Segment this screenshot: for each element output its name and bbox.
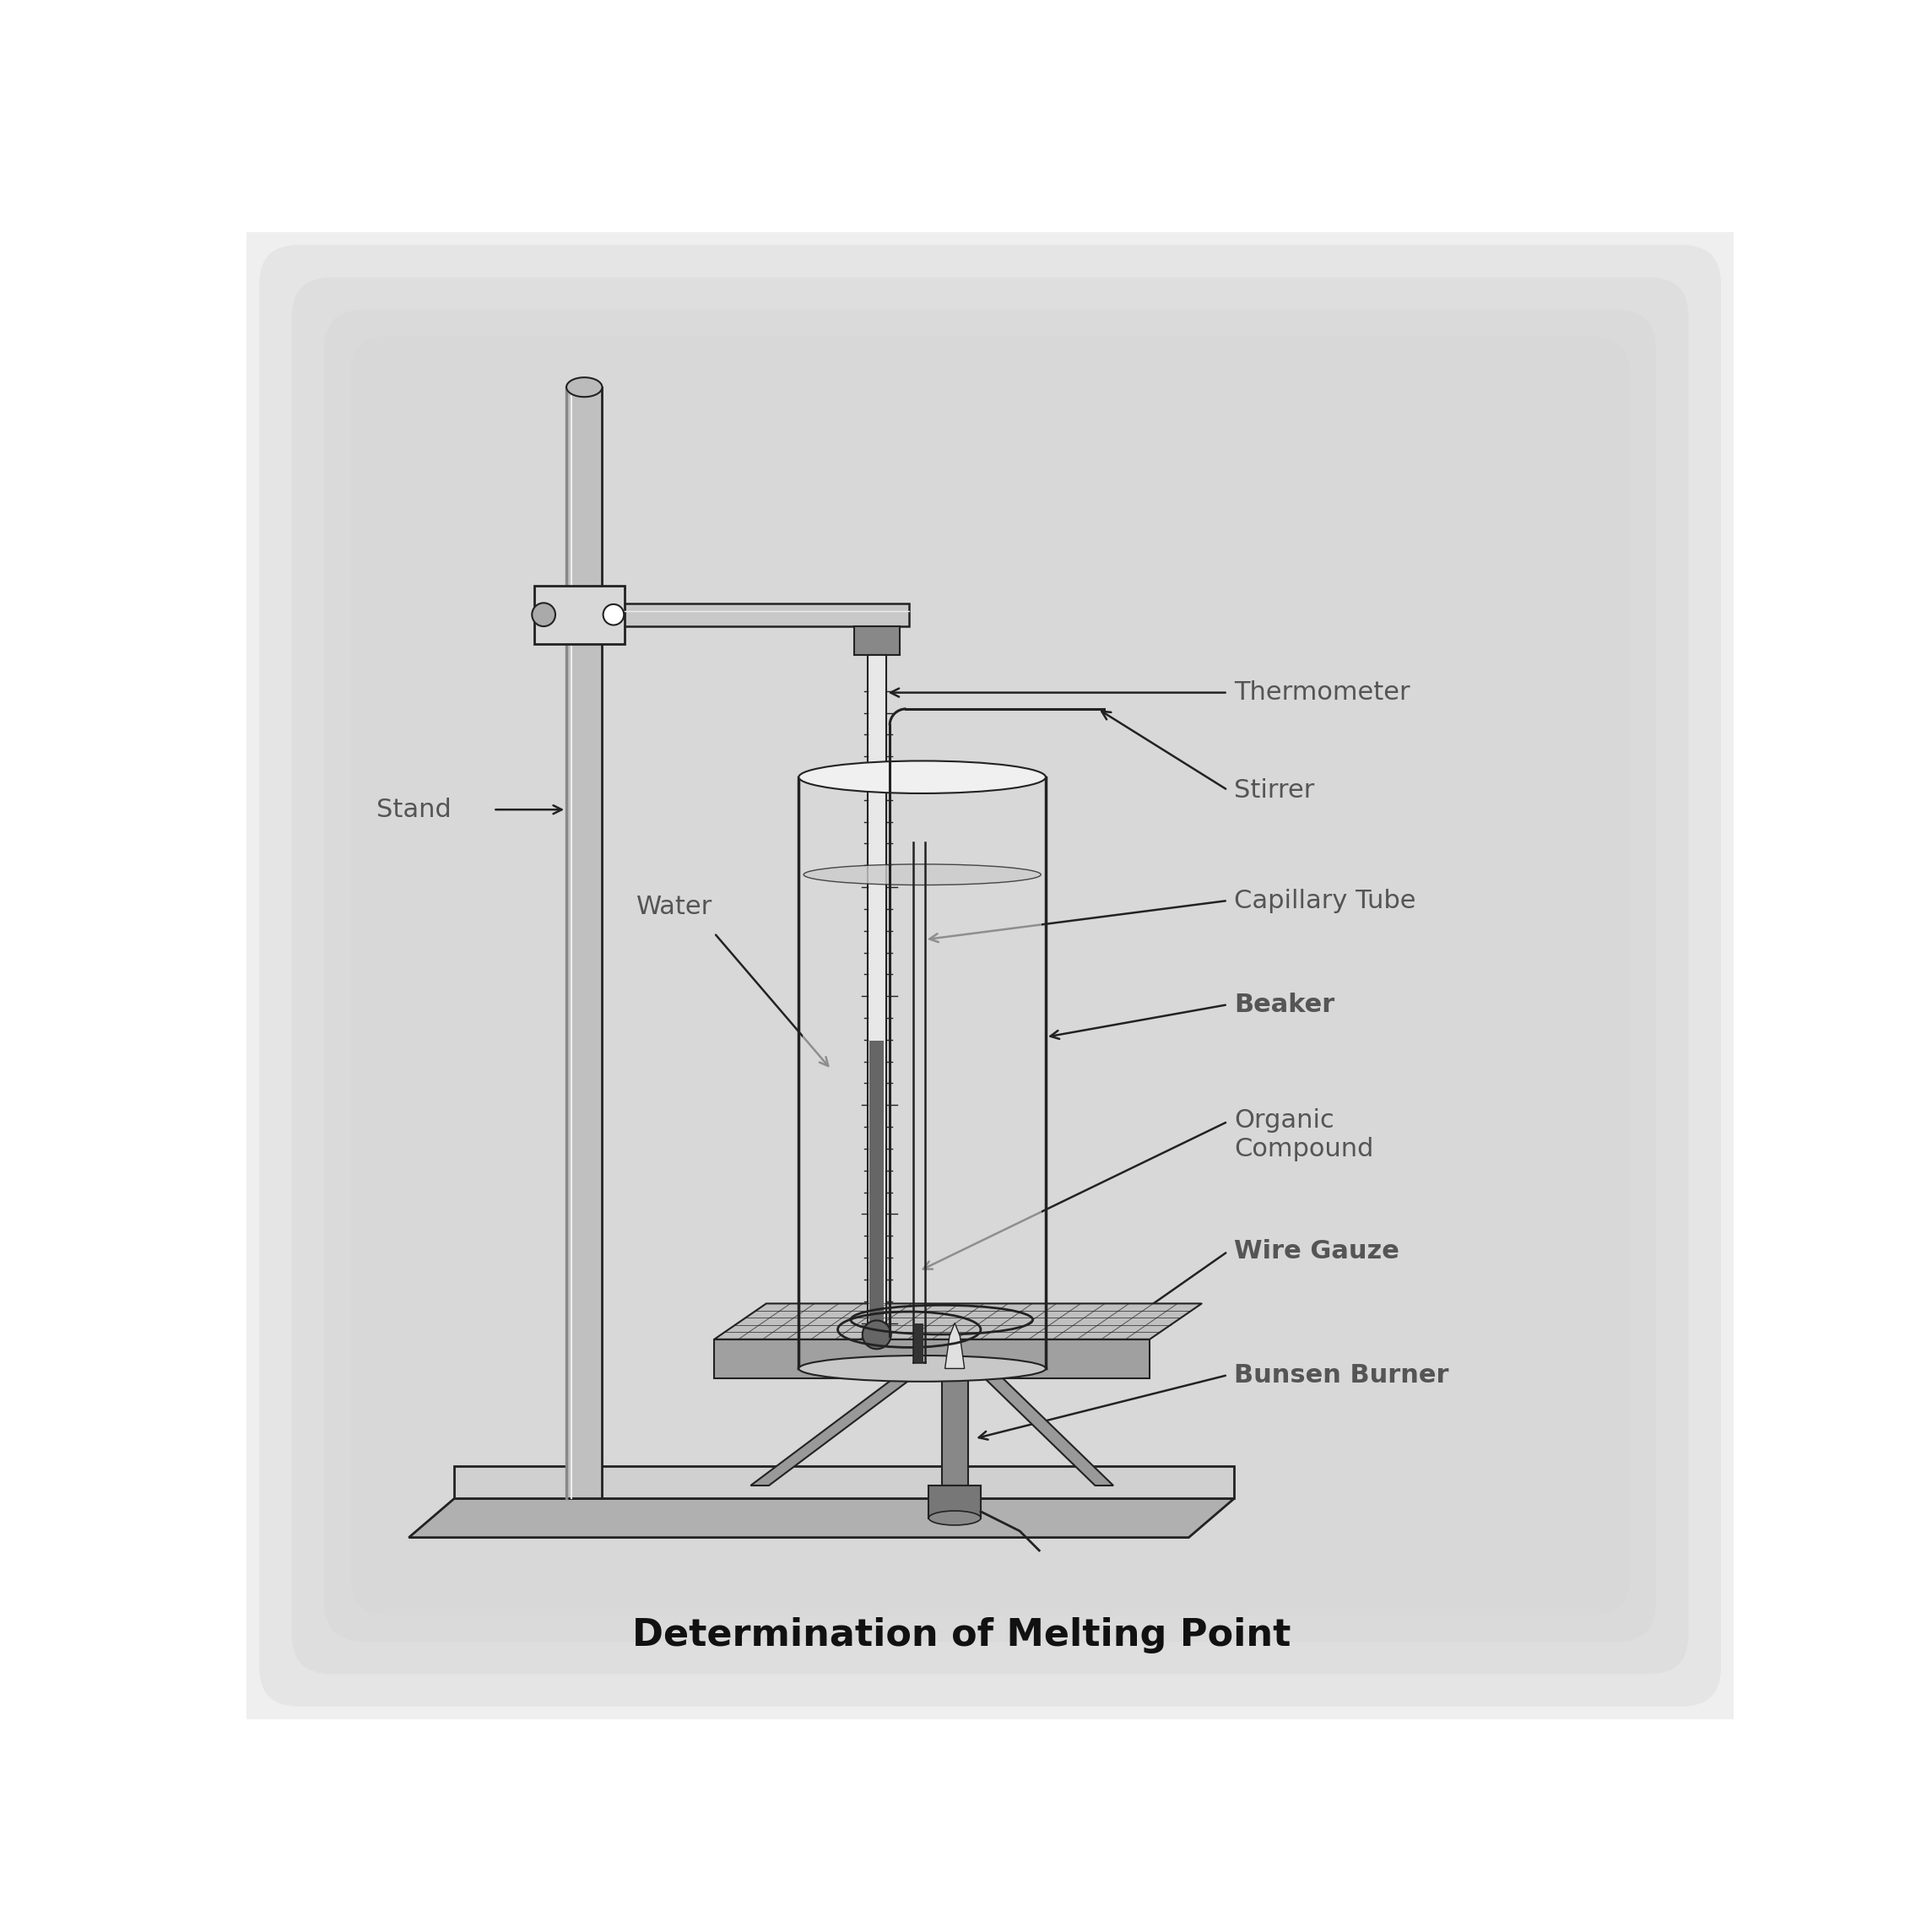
Text: Determination of Melting Point: Determination of Melting Point xyxy=(632,1617,1291,1654)
Text: Wire Gauze: Wire Gauze xyxy=(1235,1238,1399,1264)
Ellipse shape xyxy=(929,1511,981,1524)
Ellipse shape xyxy=(798,761,1045,794)
Ellipse shape xyxy=(566,377,603,396)
FancyBboxPatch shape xyxy=(226,213,1754,1739)
Bar xyxy=(869,1039,885,1333)
Bar xyxy=(566,386,603,1499)
Ellipse shape xyxy=(804,864,1041,885)
Polygon shape xyxy=(985,1378,1113,1486)
Text: Thermometer: Thermometer xyxy=(1235,680,1410,705)
Ellipse shape xyxy=(941,1362,968,1374)
Polygon shape xyxy=(454,1466,1235,1499)
Text: Organic
Compound: Organic Compound xyxy=(1235,1109,1374,1161)
Bar xyxy=(854,626,900,655)
FancyBboxPatch shape xyxy=(325,309,1656,1642)
Bar xyxy=(603,603,910,626)
Polygon shape xyxy=(752,1378,912,1486)
FancyBboxPatch shape xyxy=(292,278,1689,1673)
Bar xyxy=(533,585,624,643)
Circle shape xyxy=(862,1320,891,1349)
Text: Stand: Stand xyxy=(377,798,452,821)
Bar xyxy=(929,1486,981,1519)
Bar xyxy=(867,655,887,1343)
Bar xyxy=(941,1368,968,1486)
Bar xyxy=(914,1323,923,1362)
Polygon shape xyxy=(715,1339,1150,1378)
Text: Water: Water xyxy=(636,895,713,920)
Text: Beaker: Beaker xyxy=(1235,993,1335,1016)
Circle shape xyxy=(531,603,554,626)
FancyBboxPatch shape xyxy=(259,245,1721,1706)
Polygon shape xyxy=(943,1378,968,1486)
Text: Stirrer: Stirrer xyxy=(1235,779,1314,802)
Text: Capillary Tube: Capillary Tube xyxy=(1235,889,1416,912)
Ellipse shape xyxy=(798,1356,1045,1381)
Bar xyxy=(802,875,1041,1362)
Text: Bunsen Burner: Bunsen Burner xyxy=(1235,1362,1449,1387)
Polygon shape xyxy=(715,1304,1202,1339)
Polygon shape xyxy=(410,1499,1235,1538)
Circle shape xyxy=(603,605,624,626)
Polygon shape xyxy=(945,1323,964,1368)
